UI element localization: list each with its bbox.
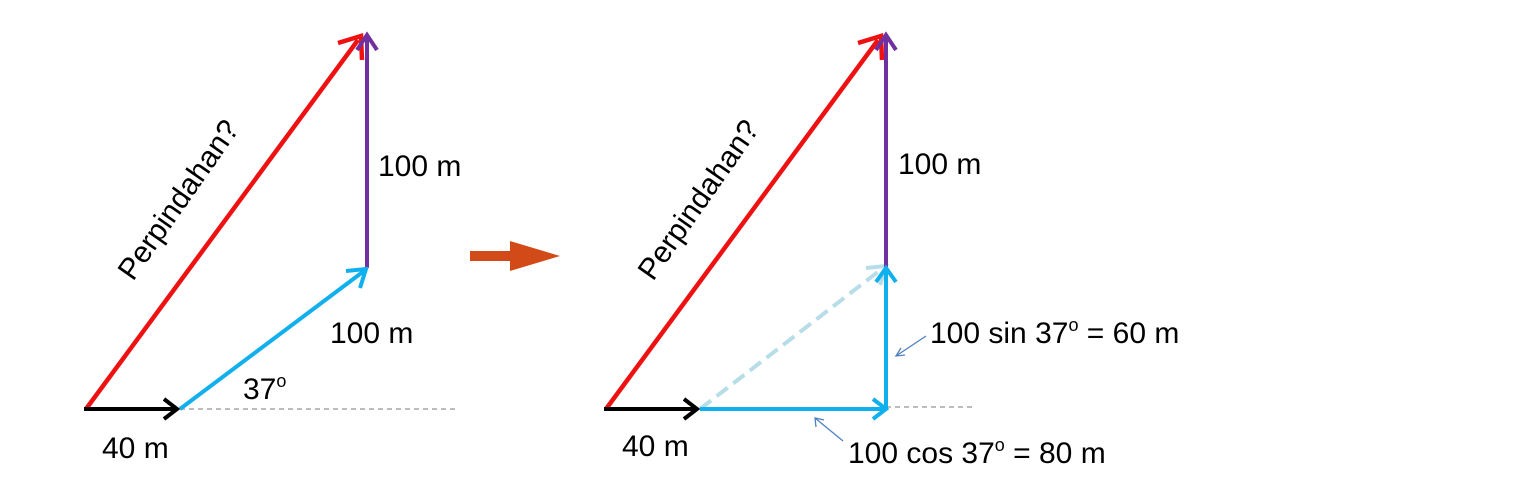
diagonal-vector — [178, 269, 366, 411]
vertical-magnitude-label: 100 m — [378, 150, 461, 183]
vertical-magnitude-label: 100 m — [898, 148, 981, 181]
cos-result: = 80 m — [1005, 437, 1106, 470]
sin-pointer-arrowhead — [894, 347, 906, 357]
sin-result: = 60 m — [1078, 317, 1179, 350]
cos-pointer-arrowhead — [814, 417, 825, 428]
right-panel: Perpindahan? 100 m 100 sin 37o = 60 m 10… — [604, 31, 1179, 470]
sin-degree: o — [1068, 315, 1078, 335]
start-arrowhead — [162, 397, 181, 421]
angle-value: 37 — [243, 373, 276, 406]
resultant-vector — [604, 38, 880, 411]
sin-component-arrowhead — [874, 264, 898, 284]
horizontal-magnitude-label: 40 m — [622, 430, 689, 463]
left-panel: Perpindahan? 100 m 100 m 37o 40 m — [84, 31, 461, 465]
angle-degree: o — [276, 371, 286, 391]
sin-pointer-line — [895, 335, 927, 357]
resultant-arrowhead — [337, 33, 365, 61]
start-arrowhead — [682, 397, 701, 421]
resultant-label: Perpindahan? — [112, 114, 246, 286]
resultant-label: Perpindahan? — [632, 114, 766, 286]
cos-pointer-line — [814, 417, 844, 442]
vertical-arrowhead — [355, 31, 379, 52]
sin-prefix: 100 sin 37 — [930, 317, 1068, 350]
diagonal-magnitude-label: 100 m — [330, 317, 413, 350]
faded-diagonal-vector — [698, 266, 885, 411]
resultant-arrowhead — [857, 33, 885, 61]
cos-component-label: 100 cos 37o = 80 m — [848, 435, 1106, 470]
horizontal-magnitude-label: 40 m — [102, 432, 169, 465]
diagonal-arrowhead — [345, 266, 369, 289]
vertical-arrowhead — [874, 31, 898, 52]
resultant-vector — [84, 38, 360, 411]
angle-label: 37o — [243, 371, 286, 406]
sin-component-label: 100 sin 37o = 60 m — [930, 315, 1179, 350]
cos-degree: o — [995, 435, 1005, 455]
cos-prefix: 100 cos 37 — [848, 437, 995, 470]
transition-arrow-icon — [470, 241, 560, 271]
